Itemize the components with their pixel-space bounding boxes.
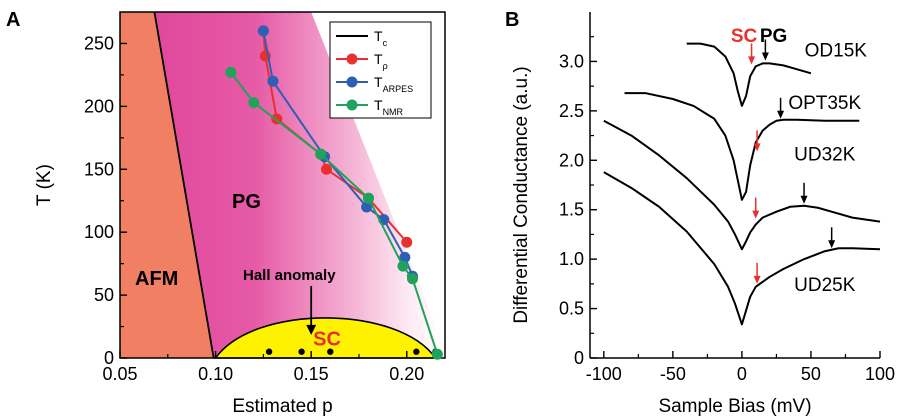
sc-arrow-head xyxy=(753,143,761,152)
y-tick-label: 150 xyxy=(84,159,114,179)
legend-marker xyxy=(346,76,358,88)
x-tick-label: 0.05 xyxy=(102,364,137,384)
afm-region-label: AFM xyxy=(135,268,178,290)
sc-header-label: SC xyxy=(731,26,758,47)
pg-arrow-head xyxy=(761,52,769,61)
data-point xyxy=(363,192,375,204)
pg-arrow-head xyxy=(777,110,785,119)
curve-label: OD15K xyxy=(805,40,868,61)
y-tick-label: 50 xyxy=(94,285,114,305)
x-tick-label: -100 xyxy=(586,364,622,384)
curve-OPT35K xyxy=(624,92,860,201)
curve-label: UD32K xyxy=(794,144,856,165)
y-axis-label: Differential Conductance (a.u.) xyxy=(511,66,532,323)
data-point xyxy=(407,273,418,285)
y-tick-label: 250 xyxy=(84,33,114,53)
data-point xyxy=(361,201,373,213)
legend-subscript: ρ xyxy=(383,61,388,71)
legend-marker xyxy=(346,53,358,65)
data-point xyxy=(257,25,269,37)
x-tick-label: 0.15 xyxy=(294,364,329,384)
x-tick-label: 0.10 xyxy=(198,364,233,384)
data-point xyxy=(248,97,260,109)
hall-point xyxy=(327,348,334,355)
curve-label: UD25K xyxy=(794,275,856,296)
y-tick-label: 3.0 xyxy=(559,51,584,71)
y-tick-label: 1.0 xyxy=(559,249,584,269)
data-point xyxy=(431,348,443,360)
afm-boundary xyxy=(153,11,215,359)
y-axis-label: T (K) xyxy=(34,164,55,206)
pg-region-label: PG xyxy=(232,191,261,213)
y-tick-label: 0 xyxy=(574,348,584,368)
hall-arrow-head xyxy=(306,324,317,335)
sc-arrow-head xyxy=(753,275,761,284)
y-tick-label: 2.5 xyxy=(559,101,584,121)
y-tick-label: 2.0 xyxy=(559,150,584,170)
plot-frame xyxy=(119,11,446,359)
y-tick-label: 100 xyxy=(84,222,114,242)
panel-b-label: B xyxy=(505,9,519,31)
legend-box xyxy=(329,21,432,119)
hall-point xyxy=(298,348,305,355)
hall-point xyxy=(413,348,420,355)
hall-anomaly-label: Hall anomaly xyxy=(243,267,336,284)
legend-marker xyxy=(346,99,358,111)
data-point xyxy=(397,260,409,272)
x-tick-label: 50 xyxy=(801,364,821,384)
conductance-panel: B -100 -50 0 50 100 0 0.5 1.0 1.5 2.0 2.5 3.0 OD15K… xyxy=(505,9,895,417)
x-axis-label: Estimated p xyxy=(232,396,332,417)
legend-subscript: ARPES xyxy=(383,84,414,94)
series-group xyxy=(225,25,443,360)
axes: 0.05 0.10 0.15 0.20 0 50 100 150 200 250 xyxy=(84,11,446,384)
curve-OD15K xyxy=(686,42,812,107)
data-point xyxy=(267,75,279,87)
sc-arrow-head xyxy=(752,210,760,219)
hall-point xyxy=(265,348,273,355)
data-point xyxy=(401,236,413,248)
sc-region-label: SC xyxy=(313,328,341,350)
pg-region xyxy=(154,12,442,358)
curve-label: OPT35K xyxy=(788,93,861,114)
curve-UD32K xyxy=(603,119,881,251)
y-tick-label: 1.5 xyxy=(559,200,584,220)
x-tick-label: 100 xyxy=(865,364,895,384)
data-point xyxy=(315,148,327,160)
phase-diagram-panel: A 0.05 0.10 0.15 0.20 0 50 100 150 200 250 AFM PG… xyxy=(6,9,446,417)
legend-subscript: c xyxy=(383,38,388,48)
sc-arrow-head xyxy=(748,56,756,65)
data-point xyxy=(225,66,237,78)
series-group: OD15K OPT35K UD32K UD25K xyxy=(603,39,881,326)
pg-arrow-head xyxy=(828,240,836,249)
data-point xyxy=(320,163,332,175)
legend-subscript: NMR xyxy=(383,107,404,117)
sc-dome xyxy=(214,317,437,359)
x-tick-label: 0 xyxy=(737,364,747,384)
x-axis-label: Sample Bias (mV) xyxy=(658,396,811,417)
pg-header-label: PG xyxy=(760,26,787,47)
y-tick-label: 0.5 xyxy=(559,299,584,319)
afm-region xyxy=(120,12,214,358)
data-point xyxy=(399,251,411,263)
curve-UD25K xyxy=(603,171,881,326)
axes: -100 -50 0 50 100 0 0.5 1.0 1.5 2.0 2.5 3.0 xyxy=(559,12,895,384)
pg-arrow-head xyxy=(800,195,808,204)
y-tick-label: 200 xyxy=(84,96,114,116)
x-tick-label: -50 xyxy=(660,364,686,384)
y-tick-label: 0 xyxy=(104,348,114,368)
panel-a-label: A xyxy=(6,9,20,31)
x-tick-label: 0.20 xyxy=(389,364,424,384)
